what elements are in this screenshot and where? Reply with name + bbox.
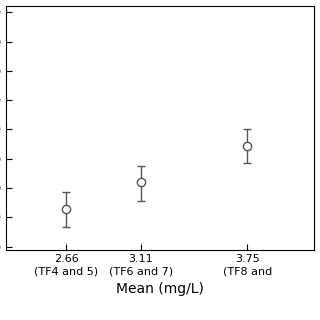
X-axis label: Mean (mg/L): Mean (mg/L): [116, 282, 204, 296]
